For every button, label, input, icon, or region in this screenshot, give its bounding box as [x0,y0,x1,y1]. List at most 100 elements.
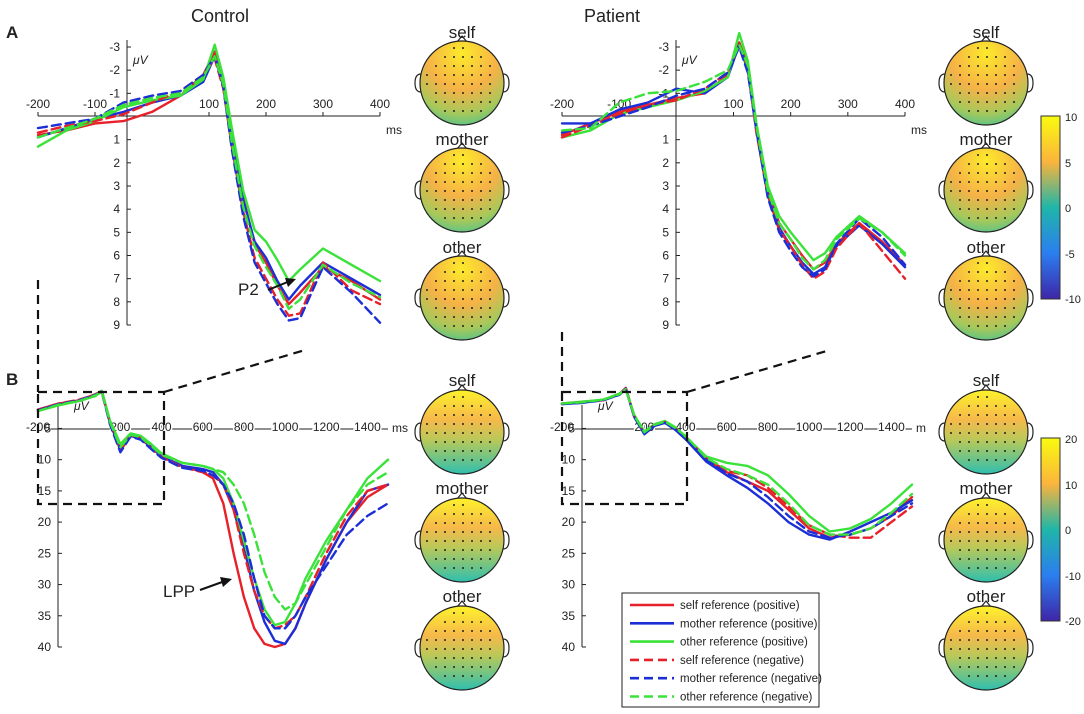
x-tick-label: 400 [152,420,172,434]
electrode-dot [471,217,473,219]
electrode-dot [489,307,491,309]
topo-ear-left [414,638,422,658]
electrode-dot [968,208,970,210]
electrode-dot [489,522,491,524]
electrode-dot [462,405,464,407]
colorbar-b-tick: 0 [1065,525,1071,537]
electrode-dot [968,441,970,443]
topo-head [419,389,505,475]
electrode-dot [480,271,482,273]
x-tick-label: 200 [781,97,801,111]
electrode-dot [995,657,997,659]
electrode-dot [480,540,482,542]
y-tick-label: 35 [562,609,576,623]
electrode-dot [959,432,961,434]
electrode-dot [453,549,455,551]
electrode-dot [995,414,997,416]
electrode-dot [462,181,464,183]
electrode-dot [986,666,988,668]
y-tick-label: 1 [662,133,669,147]
topo-label: mother [436,479,489,498]
electrode-dot [444,217,446,219]
colorbar-b-tick: -20 [1065,616,1081,628]
topo-label: self [973,23,1000,42]
electrode-dot [462,549,464,551]
electrode-dot [1013,280,1015,282]
electrode-dot [480,56,482,58]
x-tick-label: 300 [838,97,858,111]
electrode-dot [471,307,473,309]
legend-label: other reference (positive) [680,637,808,649]
electrode-dot [977,208,979,210]
electrode-dot [435,549,437,551]
x-tick-label: 1200 [837,420,864,434]
topo-label: self [449,23,476,42]
electrode-dot [489,83,491,85]
electrode-dot [959,648,961,650]
electrode-dot [435,307,437,309]
y-unit-label: μV [681,53,698,67]
topo-ear-left [938,530,946,550]
electrode-dot [435,289,437,291]
electrode-dot [986,414,988,416]
electrode-dot [462,666,464,668]
electrode-dot [462,92,464,94]
patient-title: Patient [584,6,640,26]
electrode-dot [480,405,482,407]
electrode-dot [453,316,455,318]
electrode-dot [471,83,473,85]
topo-nose [980,142,992,150]
electrode-dot [471,675,473,677]
electrode-dot [444,450,446,452]
electrode-dot [489,450,491,452]
topo-map: mother [414,479,510,583]
topo-nose [456,384,468,392]
x-tick-label: 1000 [272,420,299,434]
electrode-dot [480,65,482,67]
electrode-dot [462,190,464,192]
electrode-dot [968,522,970,524]
electrode-dot [462,271,464,273]
electrode-dot [1004,459,1006,461]
y-tick-label: 5 [44,421,51,435]
electrode-dot [977,459,979,461]
electrode-dot [453,396,455,398]
electrode-dot [986,648,988,650]
colorbar-a-tick: 10 [1065,112,1077,124]
electrode-dot [471,549,473,551]
electrode-dot [1013,441,1015,443]
electrode-dot [995,307,997,309]
electrode-dot [453,181,455,183]
electrode-dot [1013,423,1015,425]
electrode-dot [968,298,970,300]
electrode-dot [462,217,464,219]
electrode-dot [471,513,473,515]
electrode-dot [977,540,979,542]
series-line [36,390,390,611]
electrode-dot [435,280,437,282]
y-tick-label: 3 [113,179,120,193]
electrode-dot [444,280,446,282]
electrode-dot [977,612,979,614]
electrode-dot [959,657,961,659]
electrode-dot [968,531,970,533]
electrode-dot [986,92,988,94]
electrode-dot [986,83,988,85]
topo-label: self [449,371,476,390]
electrode-dot [453,567,455,569]
electrode-dot [977,639,979,641]
series-line [36,55,382,310]
electrode-dot [453,262,455,264]
electrode-dot [444,101,446,103]
electrode-dot [1004,666,1006,668]
electrode-dot [986,154,988,156]
topo-head [943,40,1029,126]
electrode-dot [480,208,482,210]
y-tick-label: 8 [662,295,669,309]
electrode-dot [471,414,473,416]
y-tick-label: 30 [38,578,52,592]
electrode-dot [995,181,997,183]
electrode-dot [1013,657,1015,659]
electrode-dot [435,432,437,434]
electrode-dot [959,83,961,85]
